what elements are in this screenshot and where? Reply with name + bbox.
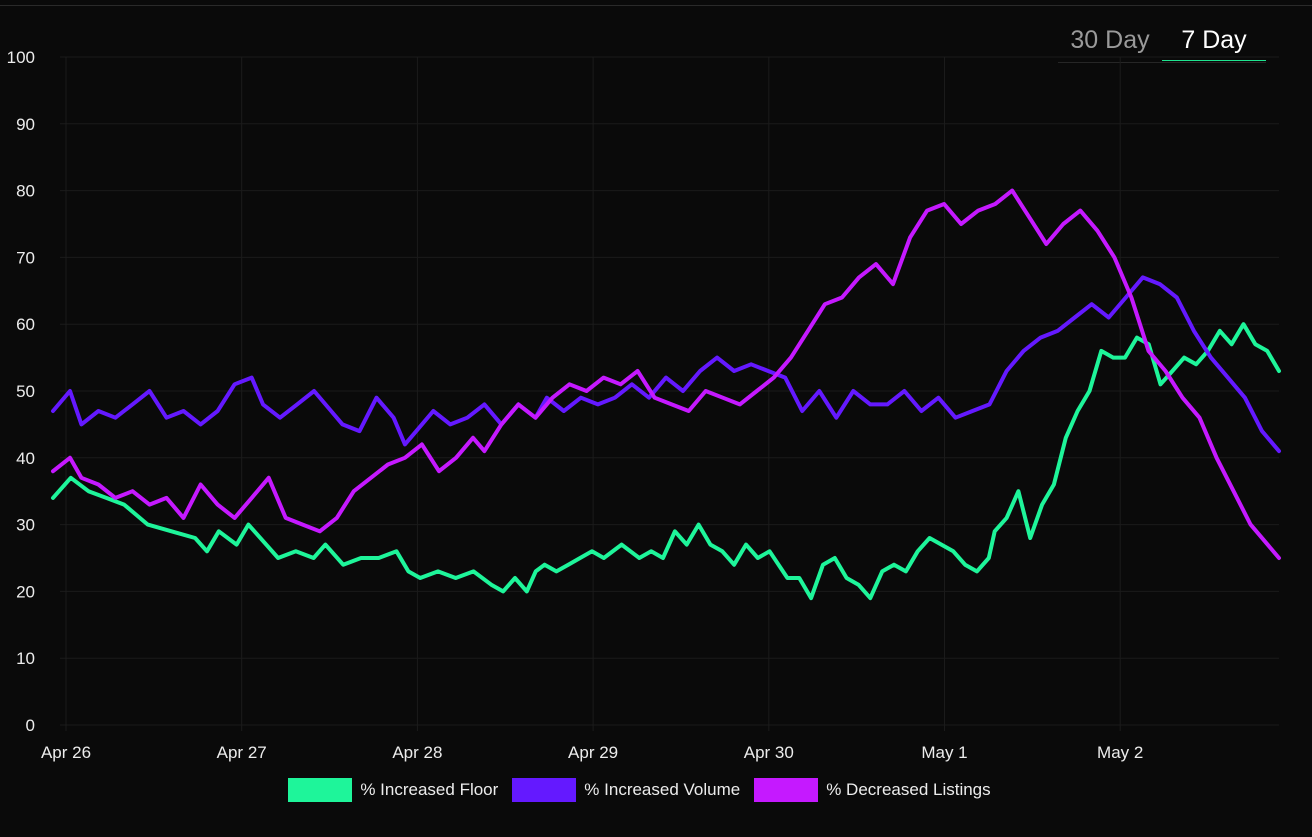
legend-item-decreased-listings[interactable]: % Decreased Listings [754,778,991,802]
legend-label-increased-floor: % Increased Floor [360,780,499,799]
y-tick-label: 80 [16,182,35,201]
legend-item-increased-floor[interactable]: % Increased Floor [288,778,498,802]
x-tick-label: Apr 28 [392,743,442,762]
y-tick-label: 90 [16,115,35,134]
range-tabs: 30 Day 7 Day [1058,20,1266,63]
legend-swatch-increased-floor [288,778,353,802]
x-tick-label: Apr 30 [744,743,794,762]
legend-label-decreased-listings: % Decreased Listings [826,780,991,799]
x-axis-ticks: Apr 26 Apr 27 Apr 28 Apr 29 Apr 30 May 1 May 2 [41,743,1143,762]
series-lines [51,188,1281,601]
legend-item-increased-volume[interactable]: % Increased Volume [512,778,740,802]
y-tick-label: 60 [16,315,35,334]
series-line-decreased-listings [51,188,1281,560]
y-axis-ticks: 0 10 20 30 40 50 60 70 80 90 100 [7,48,35,735]
legend-swatch-decreased-listings [754,778,819,802]
y-tick-label: 30 [16,516,35,535]
top-divider [0,5,1312,6]
x-tick-label: Apr 27 [217,743,267,762]
x-tick-label: Apr 29 [568,743,618,762]
y-tick-label: 40 [16,449,35,468]
chart-legend: % Increased Floor % Increased Volume % D… [0,778,1279,802]
y-tick-label: 20 [16,582,35,601]
series-line-increased-floor [51,322,1281,601]
tab-7-day[interactable]: 7 Day [1162,20,1266,61]
x-tick-label: May 2 [1097,743,1143,762]
grid-lines [60,56,1279,731]
y-tick-label: 0 [26,716,35,735]
y-tick-label: 100 [7,48,35,67]
x-tick-label: May 1 [921,743,967,762]
y-tick-label: 70 [16,248,35,267]
legend-label-increased-volume: % Increased Volume [584,780,741,799]
series-line-increased-volume [51,275,1281,454]
y-tick-label: 10 [16,649,35,668]
tab-30-day[interactable]: 30 Day [1070,26,1150,54]
legend-swatch-increased-volume [512,778,577,802]
x-tick-label: Apr 26 [41,743,91,762]
y-tick-label: 50 [16,382,35,401]
